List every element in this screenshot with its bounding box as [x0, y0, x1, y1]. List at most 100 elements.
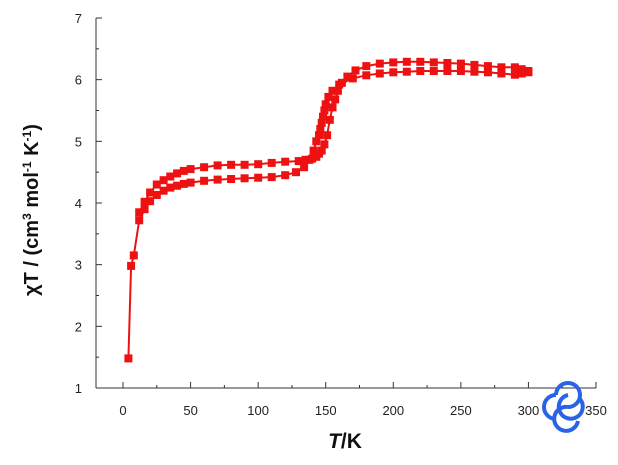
x-tick-label: 0: [119, 403, 126, 418]
y-tick-label: 2: [75, 319, 82, 334]
data-point: [375, 59, 384, 68]
y-tick-labels: 1 2 3 4 5 6 7: [75, 11, 82, 396]
x-tick-label: 300: [518, 403, 540, 418]
data-point: [331, 95, 340, 104]
data-point: [179, 179, 188, 188]
data-point: [267, 173, 276, 182]
data-point: [300, 163, 309, 172]
data-point: [320, 140, 329, 149]
y-tick-label: 6: [75, 73, 82, 88]
data-point: [240, 174, 249, 183]
data-point: [497, 63, 506, 72]
data-point: [254, 160, 263, 169]
data-point: [316, 125, 325, 133]
data-point: [140, 205, 149, 214]
y-axis-title-superscript: -1: [20, 161, 34, 172]
data-point: [325, 115, 334, 124]
data-point: [321, 100, 330, 109]
y-axis-title-part: ): [21, 124, 43, 131]
data-point: [416, 57, 425, 66]
data-point: [124, 354, 133, 363]
y-tick-label: 7: [75, 11, 82, 26]
data-point: [152, 191, 161, 199]
data-point: [389, 58, 398, 67]
x-tick-label: 200: [382, 403, 404, 418]
data-point: [375, 69, 384, 78]
x-tick-label: 250: [450, 403, 472, 418]
data-point: [186, 178, 195, 187]
series-line: [127, 70, 529, 359]
data-point: [524, 67, 533, 75]
data-point: [389, 68, 398, 77]
data-point: [129, 251, 138, 260]
data-point: [337, 78, 346, 87]
x-axis-title: T/K: [328, 430, 362, 453]
data-point: [200, 163, 209, 172]
data-point: [135, 208, 144, 217]
data-point: [146, 188, 155, 197]
data-point: [173, 169, 182, 178]
data-point: [429, 67, 438, 75]
data-point: [483, 62, 492, 71]
data-series: [124, 57, 533, 363]
data-point: [317, 118, 326, 127]
data-point: [127, 261, 136, 270]
data-point: [227, 160, 236, 169]
data-point: [166, 172, 175, 181]
data-point: [443, 59, 452, 67]
data-point: [497, 69, 506, 78]
data-point: [470, 67, 479, 76]
data-point: [213, 175, 222, 184]
x-tick-labels: 0 50 100 150 200 250 300 350: [119, 403, 606, 418]
data-point: [362, 71, 371, 80]
data-point: [166, 183, 175, 192]
data-point: [267, 158, 276, 167]
data-point: [159, 186, 168, 195]
series-line: [138, 60, 529, 213]
data-point: [200, 176, 209, 185]
y-axis-title-superscript: 3: [20, 213, 34, 220]
data-point: [152, 180, 161, 189]
data-point: [429, 58, 438, 67]
data-point: [456, 59, 465, 68]
data-point: [483, 68, 492, 77]
data-point: [402, 67, 411, 76]
data-point: [301, 155, 310, 164]
data-point: [315, 131, 323, 140]
data-point: [348, 74, 357, 83]
data-point: [320, 106, 329, 115]
data-point: [328, 103, 337, 112]
data-point: [312, 137, 321, 146]
y-tick-label: 3: [75, 258, 82, 273]
data-point: [443, 67, 452, 75]
x-axis-title-unit: /K: [341, 430, 362, 453]
x-tick-label: 100: [247, 403, 269, 418]
data-point: [179, 166, 188, 175]
data-point: [362, 62, 371, 71]
data-point: [240, 160, 249, 169]
data-point: [146, 197, 155, 206]
data-point: [402, 57, 411, 66]
data-point: [343, 72, 352, 81]
data-point: [292, 168, 300, 177]
y-axis-title-part: χT / (cm: [21, 220, 43, 296]
data-point: [319, 112, 327, 121]
data-point: [456, 67, 465, 75]
data-point: [140, 197, 149, 206]
data-point: [186, 165, 195, 174]
data-point: [135, 216, 144, 225]
data-point: [254, 173, 263, 182]
data-point: [510, 63, 519, 72]
circular-arrows-logo-icon: [542, 381, 585, 433]
data-point: [227, 175, 236, 183]
data-point: [281, 157, 290, 166]
data-point: [328, 86, 337, 95]
data-point: [416, 67, 425, 75]
data-point: [173, 181, 182, 190]
series-2: [135, 57, 533, 217]
data-point: [159, 176, 168, 185]
x-tick-label: 50: [183, 403, 197, 418]
data-point: [294, 157, 303, 166]
